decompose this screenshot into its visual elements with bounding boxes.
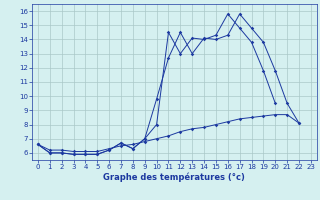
X-axis label: Graphe des températures (°c): Graphe des températures (°c) [103, 173, 245, 182]
